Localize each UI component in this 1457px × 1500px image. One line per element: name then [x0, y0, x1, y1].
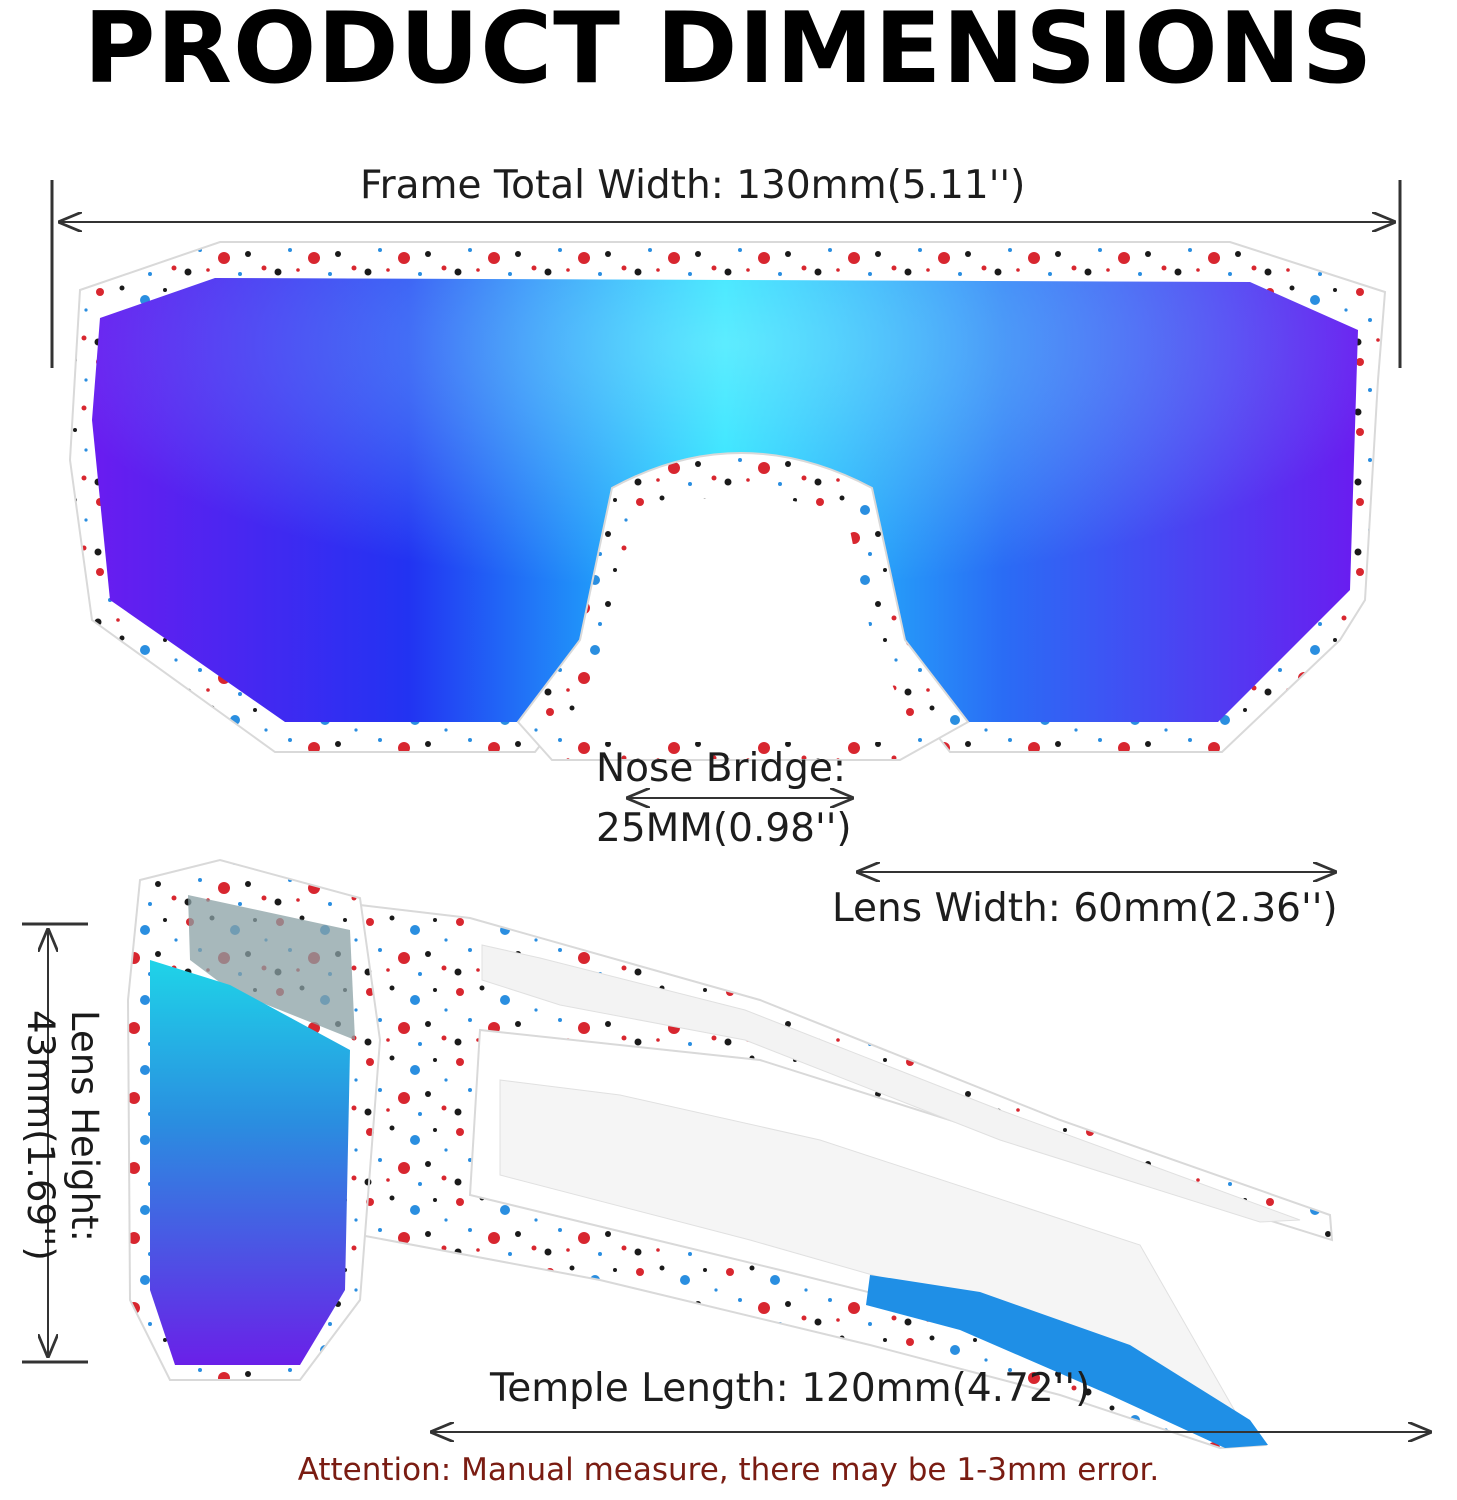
temple-arm [359, 903, 1334, 1450]
page-title: PRODUCT DIMENSIONS [83, 0, 1374, 106]
nose-bridge-label: Nose Bridge: [596, 746, 847, 791]
lens-width-label: Lens Width: 60mm(2.36'') [832, 886, 1338, 931]
lens-height-label: Lens Height: [63, 1010, 106, 1242]
frame-width-label: Frame Total Width: 130mm(5.11'') [360, 163, 1026, 208]
lens-height-label-group: Lens Height: 43mm(1.69'') [6, 1010, 106, 1270]
nose-bridge-value: 25MM(0.98'') [596, 806, 852, 851]
side-lens [150, 960, 350, 1365]
lens-height-value: 43mm(1.69'') [19, 1010, 62, 1261]
temple-length-label: Temple Length: 120mm(4.72'') [490, 1366, 1091, 1411]
temple-tip [866, 1275, 1268, 1448]
attention-note: Attention: Manual measure, there may be … [297, 1452, 1160, 1488]
